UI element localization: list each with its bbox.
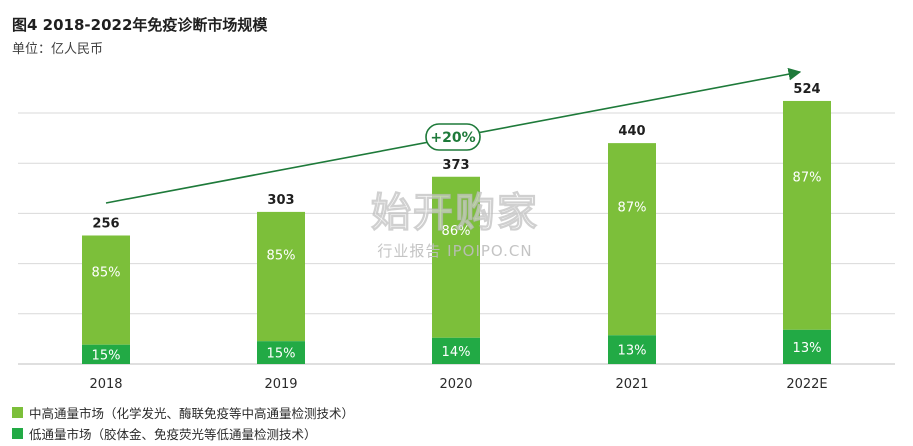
bar-low-2022E xyxy=(783,329,831,364)
bar-high-label-2018: 85% xyxy=(92,266,121,281)
growth-bubble-label: +20% xyxy=(430,130,475,146)
x-tick-label-2018: 2018 xyxy=(89,377,122,392)
bar-high-label-2020: 86% xyxy=(442,224,471,239)
bar-high-2020 xyxy=(432,176,480,338)
bar-low-label-2020: 14% xyxy=(442,345,471,360)
x-tick-label-2021: 2021 xyxy=(615,377,648,392)
total-label-2022E: 524 xyxy=(793,82,820,97)
legend-item-high: 中高通量市场（化学发光、酶联免疫等中高通量检测技术） xyxy=(12,402,354,423)
legend-label-high: 中高通量市场（化学发光、酶联免疫等中高通量检测技术） xyxy=(29,406,355,421)
bar-high-label-2019: 85% xyxy=(267,249,296,264)
chart-canvas: 85% 15% 256 2018 85% 15% 303 2019 86% 14% 373 2020 8… xyxy=(18,67,895,392)
total-label-2020: 373 xyxy=(442,158,469,173)
x-tick-label-2019: 2019 xyxy=(264,377,297,392)
legend: 中高通量市场（化学发光、酶联免疫等中高通量检测技术） 低通量市场（胶体金、免疫荧… xyxy=(12,402,354,444)
total-label-2018: 256 xyxy=(92,216,119,231)
legend-label-low: 低通量市场（胶体金、免疫荧光等低通量检测技术） xyxy=(29,427,317,442)
total-label-2019: 303 xyxy=(267,193,294,208)
x-tick-label-2020: 2020 xyxy=(439,377,472,392)
bar-low-2021 xyxy=(608,335,656,364)
bar-high-2018 xyxy=(82,235,130,345)
bar-low-label-2022E: 13% xyxy=(793,341,822,356)
bar-low-label-2021: 13% xyxy=(618,344,647,359)
bar-high-2022E xyxy=(783,100,831,330)
bar-high-label-2021: 87% xyxy=(618,201,647,216)
total-label-2021: 440 xyxy=(618,124,645,139)
bar-high-label-2022E: 87% xyxy=(793,170,822,185)
bar-high-2021 xyxy=(608,143,656,336)
bar-low-label-2019: 15% xyxy=(267,347,296,362)
legend-swatch-high xyxy=(12,407,23,418)
bar-low-label-2018: 15% xyxy=(92,348,121,363)
bar-low-2018 xyxy=(82,344,130,364)
x-tick-label-2022E: 2022E xyxy=(786,377,827,392)
bar-high-2019 xyxy=(257,211,305,342)
growth-bubble xyxy=(425,123,481,151)
chart-subtitle: 单位：亿人民币 xyxy=(12,42,104,57)
legend-swatch-low xyxy=(12,428,23,439)
legend-item-low: 低通量市场（胶体金、免疫荧光等低通量检测技术） xyxy=(12,423,354,444)
chart-title: 图4 2018-2022年免疫诊断市场规模 xyxy=(12,16,268,34)
bar-low-2019 xyxy=(257,341,305,364)
bar-low-2020 xyxy=(432,337,480,364)
